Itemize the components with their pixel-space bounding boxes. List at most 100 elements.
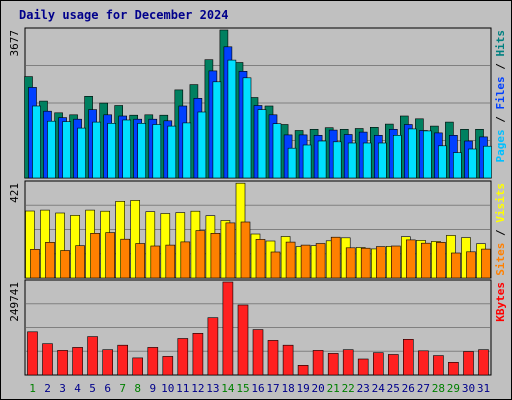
bar-pages-13 [212, 81, 222, 179]
bar-sites-10 [165, 244, 176, 279]
bar-pages-19 [302, 144, 312, 179]
legend-entry: Hits [494, 30, 507, 57]
bar-kbytes-13 [207, 317, 219, 376]
bar-pages-4 [77, 127, 86, 179]
bar-kbytes-15 [237, 304, 249, 376]
side-legend: Sites / Visits [494, 183, 507, 276]
x-tick-label: 21 [327, 382, 340, 395]
bar-pages-2 [47, 120, 56, 179]
bar-kbytes-30 [463, 351, 474, 376]
x-tick-label: 24 [372, 382, 386, 395]
legend-entry: KBytes [494, 282, 507, 322]
x-tick-label: 12 [191, 382, 204, 395]
bar-sites-11 [180, 241, 191, 279]
bar-pages-25 [392, 135, 402, 179]
bar-sites-24 [375, 246, 386, 279]
x-tick-label: 6 [104, 382, 111, 395]
x-tick-label: 31 [477, 382, 490, 395]
chart-panels: 3677 Pages / Files / Hits 421 Sites / Visit… [8, 27, 507, 376]
bar-pages-21 [332, 141, 342, 179]
y-max-label: 421 [8, 183, 21, 203]
bar-sites-15 [240, 221, 251, 279]
bar-kbytes-8 [132, 357, 143, 376]
legend-entry: / [494, 57, 507, 77]
bar-sites-22 [345, 247, 356, 279]
bar-sites-23 [360, 247, 371, 279]
chart-title: Daily usage for December 2024 [19, 8, 229, 22]
bar-sites-25 [390, 245, 401, 279]
x-tick-label: 23 [357, 382, 370, 395]
bar-sites-7 [120, 238, 130, 279]
legend-entry: / [494, 223, 507, 243]
bar-pages-17 [272, 123, 282, 179]
x-tick-label: 13 [206, 382, 219, 395]
x-axis-labels: 1 2 3 4 5 6 7 8 9 10 11 12 13 14 15 16 17 18 19 20 21 22 23 24 2… [29, 382, 490, 395]
panel-visits-sites: 421 Sites / Visits [8, 180, 507, 279]
x-tick-label: 22 [342, 382, 355, 395]
x-tick-label: 18 [281, 382, 294, 395]
legend-entry: / [494, 110, 507, 130]
x-tick-label: 8 [134, 382, 141, 395]
x-tick-label: 2 [44, 382, 51, 395]
bar-pages-6 [107, 123, 116, 179]
bar-kbytes-18 [282, 344, 294, 376]
bar-pages-30 [468, 148, 477, 179]
bar-pages-15 [242, 77, 252, 179]
side-legend: KBytes [494, 282, 507, 322]
x-tick-label: 10 [161, 382, 174, 395]
x-tick-label: 3 [59, 382, 66, 395]
bar-kbytes-1 [27, 331, 38, 376]
bar-kbytes-14 [222, 281, 234, 376]
bar-pages-27 [423, 130, 432, 179]
bar-kbytes-12 [192, 332, 204, 376]
bar-pages-7 [122, 119, 131, 179]
x-tick-label: 4 [74, 382, 81, 395]
bar-sites-20 [315, 243, 326, 279]
bar-pages-16 [257, 109, 267, 179]
x-tick-label: 17 [266, 382, 279, 395]
bar-pages-20 [317, 140, 327, 179]
bar-visits-9 [145, 211, 156, 279]
bar-kbytes-2 [42, 343, 53, 376]
bar-sites-9 [150, 245, 161, 279]
bar-kbytes-28 [433, 355, 444, 376]
bar-sites-27 [421, 242, 431, 279]
side-legend: Pages / Files / Hits [494, 30, 507, 163]
bar-kbytes-27 [418, 350, 429, 376]
bar-kbytes-10 [162, 356, 174, 376]
legend-entry: Files [494, 76, 507, 109]
bar-sites-31 [481, 248, 491, 279]
bar-pages-9 [152, 124, 162, 179]
bar-sites-30 [466, 251, 476, 279]
series-visits [25, 182, 486, 279]
bar-visits-1 [25, 210, 35, 279]
bar-sites-18 [285, 241, 296, 279]
bar-sites-28 [436, 242, 446, 279]
bar-pages-3 [62, 121, 71, 179]
x-tick-label: 28 [432, 382, 445, 395]
x-tick-label: 30 [462, 382, 475, 395]
bar-kbytes-4 [72, 347, 83, 376]
bar-sites-26 [405, 239, 416, 279]
bar-pages-8 [137, 123, 146, 179]
bar-kbytes-24 [372, 352, 384, 376]
x-tick-label: 1 [29, 382, 36, 395]
bar-pages-23 [362, 142, 372, 179]
legend-entry: Sites [494, 243, 507, 276]
bar-sites-19 [300, 244, 311, 279]
bar-sites-4 [75, 245, 85, 279]
bar-kbytes-21 [327, 353, 339, 376]
bar-kbytes-22 [342, 349, 354, 376]
bar-kbytes-3 [57, 350, 68, 376]
bar-sites-17 [270, 251, 281, 279]
x-tick-label: 26 [402, 382, 415, 395]
panel-hits-files-pages: 3677 Pages / Files / Hits [8, 27, 507, 179]
x-tick-label: 25 [387, 382, 400, 395]
bar-sites-3 [60, 250, 70, 279]
legend-entry: Pages [494, 129, 507, 162]
bar-kbytes-26 [402, 338, 414, 376]
bar-pages-26 [407, 128, 417, 179]
x-tick-label: 19 [296, 382, 309, 395]
x-tick-label: 9 [149, 382, 156, 395]
